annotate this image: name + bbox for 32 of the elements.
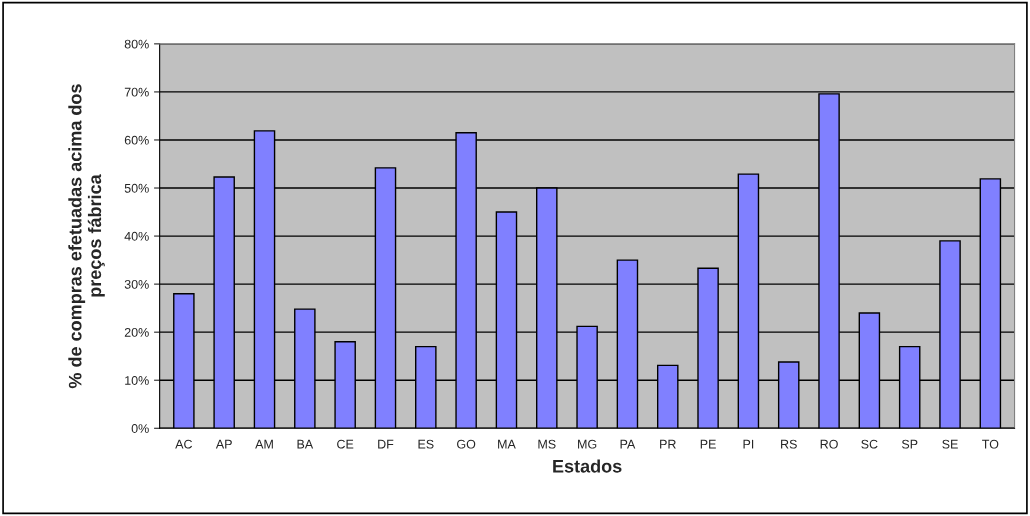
x-axis-title: Estados [553, 459, 622, 473]
x-tick-label: RO [820, 439, 838, 449]
x-tick-label: ES [418, 439, 434, 449]
x-tick-label: GO [457, 439, 476, 449]
x-tick-label: AP [215, 439, 232, 449]
x-tick-label: PI [743, 439, 754, 449]
x-tick-label: RS [781, 439, 797, 449]
y-axis-title: % de compras efetuadas acima dos preços fábrica [68, 84, 105, 389]
x-tick-label: DF [378, 439, 394, 449]
y-tick-label: 80% [124, 39, 149, 49]
x-tick-label: PA [620, 439, 636, 449]
x-tick-label: PE [700, 439, 716, 449]
y-tick-label: 0% [131, 424, 149, 433]
y-tick-label: 60% [124, 135, 149, 145]
x-tick-label: PR [660, 439, 676, 449]
x-tick-label: SC [861, 439, 878, 449]
x-tick-label: MS [538, 439, 556, 449]
y-tick-label: 20% [124, 327, 149, 337]
x-tick-label: AC [175, 439, 193, 449]
y-tick-label: 40% [124, 231, 149, 241]
x-tick-label: MA [498, 439, 516, 449]
x-tick-label: SE [942, 439, 958, 449]
y-tick-label: 10% [125, 376, 149, 385]
x-tick-label: CE [337, 439, 354, 449]
y-tick-label: 70% [124, 87, 149, 97]
x-tick-label: AM [255, 439, 273, 449]
x-tick-label: BA [297, 439, 314, 449]
x-tick-label: MG [578, 439, 597, 449]
y-tick-label: 50% [124, 183, 149, 193]
x-tick-label: SP [901, 439, 918, 449]
y-tick-label: 30% [124, 279, 149, 289]
x-tick-label: TO [982, 439, 999, 449]
